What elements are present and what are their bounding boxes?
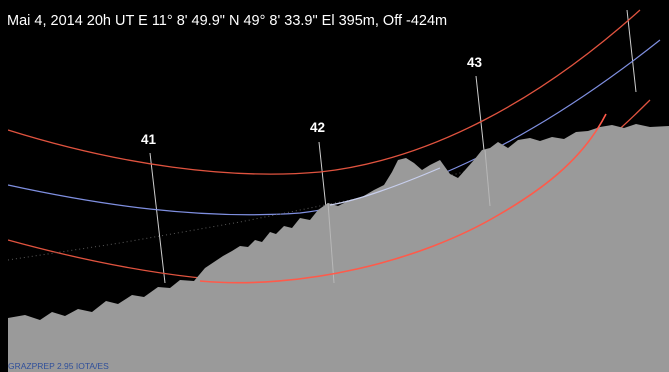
azimuth-line-42-terrain (327, 202, 335, 284)
ecliptic-line (7, 39, 661, 216)
left-edge-strip (0, 0, 8, 372)
azimuth-line-44 (626, 9, 637, 93)
horizon-circle (199, 113, 607, 284)
ecliptic-over-terrain (329, 167, 441, 206)
terrain-silhouette (8, 124, 669, 372)
azimuth-label-42: 42 (310, 120, 326, 135)
azimuth-label-41: 41 (141, 132, 157, 147)
azimuth-line-41 (149, 152, 166, 284)
azimuth-label-43: 43 (467, 55, 483, 70)
altitude-circle-upper (7, 9, 641, 175)
software-credit: GRAZPREP 2.95 IOTA/ES (8, 361, 109, 371)
azimuth-line-43-terrain (484, 149, 491, 207)
observer-info-line: Mai 4, 2014 20h UT E 11° 8' 49.9" N 49° … (7, 13, 448, 29)
